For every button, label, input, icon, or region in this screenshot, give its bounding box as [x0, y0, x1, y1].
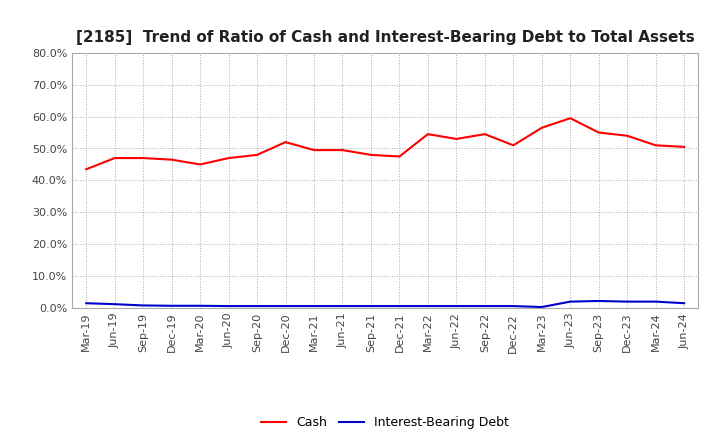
Cash — [310, 147, 318, 153]
Interest-Bearing Debt — [395, 304, 404, 309]
Cash — [566, 116, 575, 121]
Interest-Bearing Debt — [253, 304, 261, 309]
Cash — [652, 143, 660, 148]
Interest-Bearing Debt — [366, 304, 375, 309]
Cash — [110, 155, 119, 161]
Cash — [167, 157, 176, 162]
Interest-Bearing Debt — [139, 303, 148, 308]
Interest-Bearing Debt — [338, 304, 347, 309]
Interest-Bearing Debt — [480, 304, 489, 309]
Legend: Cash, Interest-Bearing Debt: Cash, Interest-Bearing Debt — [256, 411, 514, 434]
Interest-Bearing Debt — [652, 299, 660, 304]
Cash — [452, 136, 461, 142]
Cash — [225, 155, 233, 161]
Interest-Bearing Debt — [310, 304, 318, 309]
Interest-Bearing Debt — [452, 304, 461, 309]
Cash — [196, 162, 204, 167]
Title: [2185]  Trend of Ratio of Cash and Interest-Bearing Debt to Total Assets: [2185] Trend of Ratio of Cash and Intere… — [76, 29, 695, 45]
Cash — [139, 155, 148, 161]
Interest-Bearing Debt — [82, 301, 91, 306]
Cash — [680, 144, 688, 150]
Interest-Bearing Debt — [225, 304, 233, 309]
Cash — [395, 154, 404, 159]
Interest-Bearing Debt — [282, 304, 290, 309]
Line: Interest-Bearing Debt: Interest-Bearing Debt — [86, 301, 684, 307]
Cash — [366, 152, 375, 158]
Cash — [480, 132, 489, 137]
Interest-Bearing Debt — [167, 303, 176, 308]
Interest-Bearing Debt — [509, 304, 518, 309]
Interest-Bearing Debt — [566, 299, 575, 304]
Cash — [537, 125, 546, 130]
Cash — [282, 139, 290, 145]
Line: Cash: Cash — [86, 118, 684, 169]
Cash — [509, 143, 518, 148]
Cash — [338, 147, 347, 153]
Cash — [253, 152, 261, 158]
Interest-Bearing Debt — [595, 298, 603, 304]
Interest-Bearing Debt — [537, 304, 546, 310]
Cash — [595, 130, 603, 135]
Interest-Bearing Debt — [110, 301, 119, 307]
Cash — [623, 133, 631, 138]
Cash — [82, 167, 91, 172]
Interest-Bearing Debt — [680, 301, 688, 306]
Cash — [423, 132, 432, 137]
Interest-Bearing Debt — [196, 303, 204, 308]
Interest-Bearing Debt — [623, 299, 631, 304]
Interest-Bearing Debt — [423, 304, 432, 309]
